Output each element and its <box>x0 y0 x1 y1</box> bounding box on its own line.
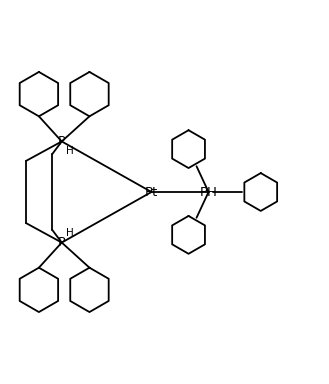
Text: H: H <box>66 228 74 238</box>
Text: P: P <box>58 236 65 249</box>
Text: Pt: Pt <box>145 185 158 199</box>
Text: PH: PH <box>200 185 217 199</box>
Text: P: P <box>58 135 65 148</box>
Text: H: H <box>66 146 74 156</box>
